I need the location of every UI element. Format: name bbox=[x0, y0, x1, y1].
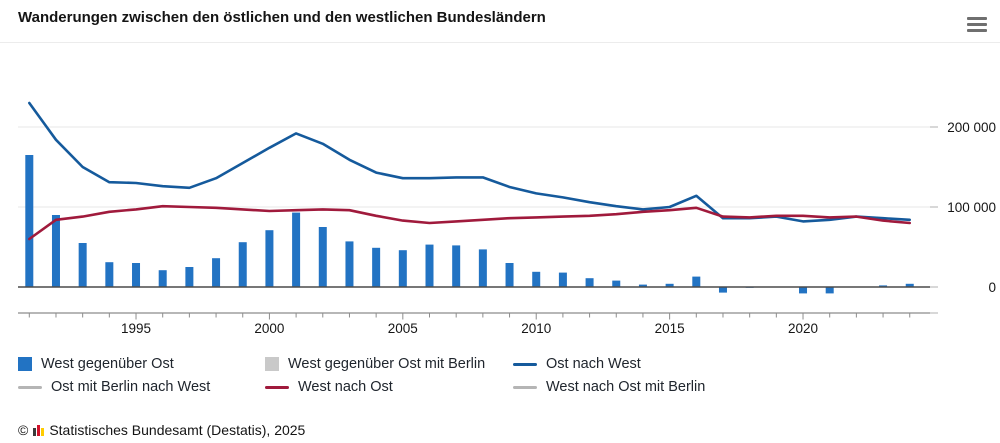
bar-1992[interactable] bbox=[51, 215, 60, 287]
menu-button[interactable] bbox=[963, 12, 991, 36]
chart-title: Wanderungen zwischen den östlichen und d… bbox=[18, 9, 546, 26]
blue-square-swatch-icon bbox=[18, 357, 32, 371]
legend-item-west-gegenueber-ost-mit-berlin[interactable]: West gegenüber Ost mit Berlin bbox=[265, 356, 513, 372]
x-axis-label-2010: 2010 bbox=[521, 321, 551, 336]
hamburger-icon bbox=[967, 22, 987, 26]
bar-2020[interactable] bbox=[799, 287, 808, 294]
bar-2006[interactable] bbox=[425, 244, 434, 287]
bar-1991[interactable] bbox=[25, 155, 34, 287]
bar-2005[interactable] bbox=[398, 250, 407, 287]
legend-item-west-nach-ost-mit-berlin[interactable]: West nach Ost mit Berlin bbox=[513, 379, 705, 395]
bar-2015[interactable] bbox=[665, 283, 674, 287]
legend-label: West nach Ost bbox=[298, 379, 393, 395]
line-west-nach-ost[interactable] bbox=[27, 204, 912, 241]
hamburger-icon bbox=[967, 16, 987, 20]
bar-2004[interactable] bbox=[372, 247, 381, 287]
copyright-text: Statistisches Bundesamt (Destatis), 2025 bbox=[49, 422, 306, 438]
bar-2023[interactable] bbox=[879, 285, 888, 287]
bar-2009[interactable] bbox=[505, 263, 514, 287]
bar-2003[interactable] bbox=[345, 241, 354, 287]
bar-2016[interactable] bbox=[692, 276, 701, 287]
bar-1994[interactable] bbox=[105, 262, 114, 287]
bar-2010[interactable] bbox=[532, 271, 541, 287]
red-line-swatch-icon bbox=[265, 385, 289, 389]
legend-label: Ost mit Berlin nach West bbox=[51, 379, 211, 395]
gray-square-swatch-icon bbox=[265, 357, 279, 371]
legend-item-west-gegenueber-ost[interactable]: West gegenüber Ost bbox=[18, 356, 265, 372]
bar-2008[interactable] bbox=[478, 249, 487, 287]
bar-1996[interactable] bbox=[158, 270, 167, 287]
copyright: © Statistisches Bundesamt (Destatis), 20… bbox=[18, 422, 305, 438]
destatis-logo-icon bbox=[33, 424, 45, 436]
x-axis-label-2005: 2005 bbox=[388, 321, 418, 336]
legend-label: Ost nach West bbox=[546, 356, 641, 372]
bar-2012[interactable] bbox=[585, 278, 594, 287]
bar-2017[interactable] bbox=[718, 287, 727, 293]
blue-line-swatch-icon bbox=[513, 362, 537, 366]
bar-2014[interactable] bbox=[638, 284, 647, 287]
bar-2011[interactable] bbox=[558, 272, 567, 287]
y-axis-label-0: 0 bbox=[988, 280, 996, 295]
y-axis-label-100000: 100 000 bbox=[947, 200, 996, 215]
bar-1995[interactable] bbox=[132, 263, 141, 287]
legend-label: West gegenüber Ost mit Berlin bbox=[288, 356, 486, 372]
bar-2021[interactable] bbox=[825, 287, 834, 294]
bar-1999[interactable] bbox=[238, 242, 247, 287]
bar-2013[interactable] bbox=[612, 280, 621, 287]
x-axis-label-1995: 1995 bbox=[121, 321, 151, 336]
x-axis-label-2020: 2020 bbox=[788, 321, 818, 336]
copyright-symbol: © bbox=[18, 422, 29, 438]
x-axis-label-2000: 2000 bbox=[254, 321, 284, 336]
hamburger-icon bbox=[967, 28, 987, 32]
gray-line-swatch-icon bbox=[18, 385, 42, 389]
chart-canvas: 0 100 000 200 000 1995 2000 2005 2010 2015 2020 bbox=[18, 101, 996, 336]
legend-item-ost-nach-west[interactable]: Ost nach West bbox=[513, 356, 705, 372]
legend-item-ost-mit-berlin-nach-west[interactable]: Ost mit Berlin nach West bbox=[18, 379, 265, 395]
line-ost-nach-west[interactable] bbox=[27, 101, 912, 223]
header-divider bbox=[0, 42, 1000, 43]
bar-2000[interactable] bbox=[265, 230, 274, 287]
bar-2001[interactable] bbox=[292, 212, 301, 287]
legend-label: West gegenüber Ost bbox=[41, 356, 174, 372]
bar-1997[interactable] bbox=[185, 267, 194, 287]
bar-1993[interactable] bbox=[78, 243, 87, 287]
gray-line-swatch-icon bbox=[513, 385, 537, 389]
chart-legend: West gegenüber Ost West gegenüber Ost mi… bbox=[18, 356, 705, 395]
y-axis-label-200000: 200 000 bbox=[947, 120, 996, 135]
legend-label: West nach Ost mit Berlin bbox=[546, 379, 706, 395]
bar-2002[interactable] bbox=[318, 227, 327, 287]
x-axis-label-2015: 2015 bbox=[655, 321, 685, 336]
bar-2007[interactable] bbox=[452, 245, 461, 287]
bar-1998[interactable] bbox=[212, 258, 221, 287]
bar-2024[interactable] bbox=[905, 283, 914, 287]
legend-item-west-nach-ost[interactable]: West nach Ost bbox=[265, 379, 513, 395]
